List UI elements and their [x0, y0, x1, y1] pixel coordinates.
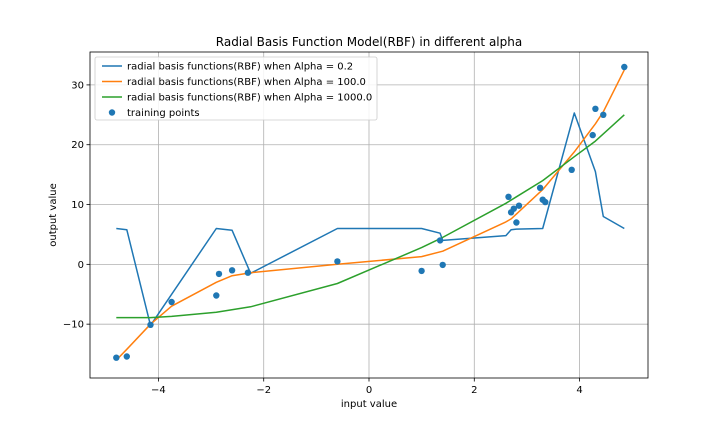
- training-point: [439, 261, 446, 269]
- training-point: [515, 202, 523, 209]
- legend-box: [94, 56, 378, 121]
- chart-title: Radial Basis Function Model(RBF) in diff…: [216, 35, 522, 49]
- x-tick-label: 4: [576, 385, 582, 396]
- training-point: [334, 258, 341, 265]
- y-tick-label: −10: [63, 320, 84, 331]
- training-point: [621, 63, 628, 71]
- y-axis: −10 0 10 20 30: [63, 80, 90, 331]
- training-point: [147, 321, 154, 328]
- training-point: [228, 267, 236, 274]
- scatter-layer: [113, 63, 628, 361]
- training-point: [113, 354, 120, 361]
- y-axis-label: output value: [48, 183, 59, 246]
- y-tick-label: 0: [78, 260, 84, 271]
- legend-marker-training: [108, 109, 116, 116]
- series-line-3: [116, 114, 625, 319]
- series-line-2: [115, 69, 625, 361]
- training-point: [436, 237, 444, 244]
- legend-label-training: training points: [127, 108, 200, 119]
- y-tick-label: 10: [71, 200, 84, 211]
- training-point: [215, 270, 223, 278]
- x-tick-label: −2: [256, 385, 271, 396]
- training-point: [592, 105, 599, 113]
- legend-label-3: radial basis functions(RBF) when Alpha =…: [127, 93, 372, 104]
- x-tick-label: 0: [366, 385, 372, 396]
- x-tick-label: −4: [151, 385, 166, 396]
- legend-label-1: radial basis functions(RBF) when Alpha =…: [127, 62, 353, 73]
- training-point: [589, 131, 596, 139]
- x-axis-label: input value: [341, 399, 397, 410]
- training-point: [123, 353, 130, 360]
- legend: radial basis functions(RBF) when Alpha =…: [94, 56, 378, 121]
- training-point: [244, 269, 252, 276]
- training-point: [600, 111, 607, 119]
- y-tick-label: 20: [71, 140, 84, 151]
- training-point: [505, 193, 512, 200]
- legend-label-2: radial basis functions(RBF) when Alpha =…: [127, 77, 366, 88]
- x-axis: −4 −2 0 2 4: [151, 378, 583, 396]
- training-point: [513, 219, 520, 226]
- training-point: [542, 198, 549, 206]
- x-tick-label: 2: [471, 385, 477, 396]
- training-point: [418, 267, 425, 275]
- training-point: [510, 205, 517, 212]
- training-point: [213, 292, 220, 299]
- y-tick-label: 30: [71, 80, 84, 91]
- training-point: [568, 166, 575, 173]
- training-point: [536, 184, 544, 191]
- training-point: [168, 298, 175, 306]
